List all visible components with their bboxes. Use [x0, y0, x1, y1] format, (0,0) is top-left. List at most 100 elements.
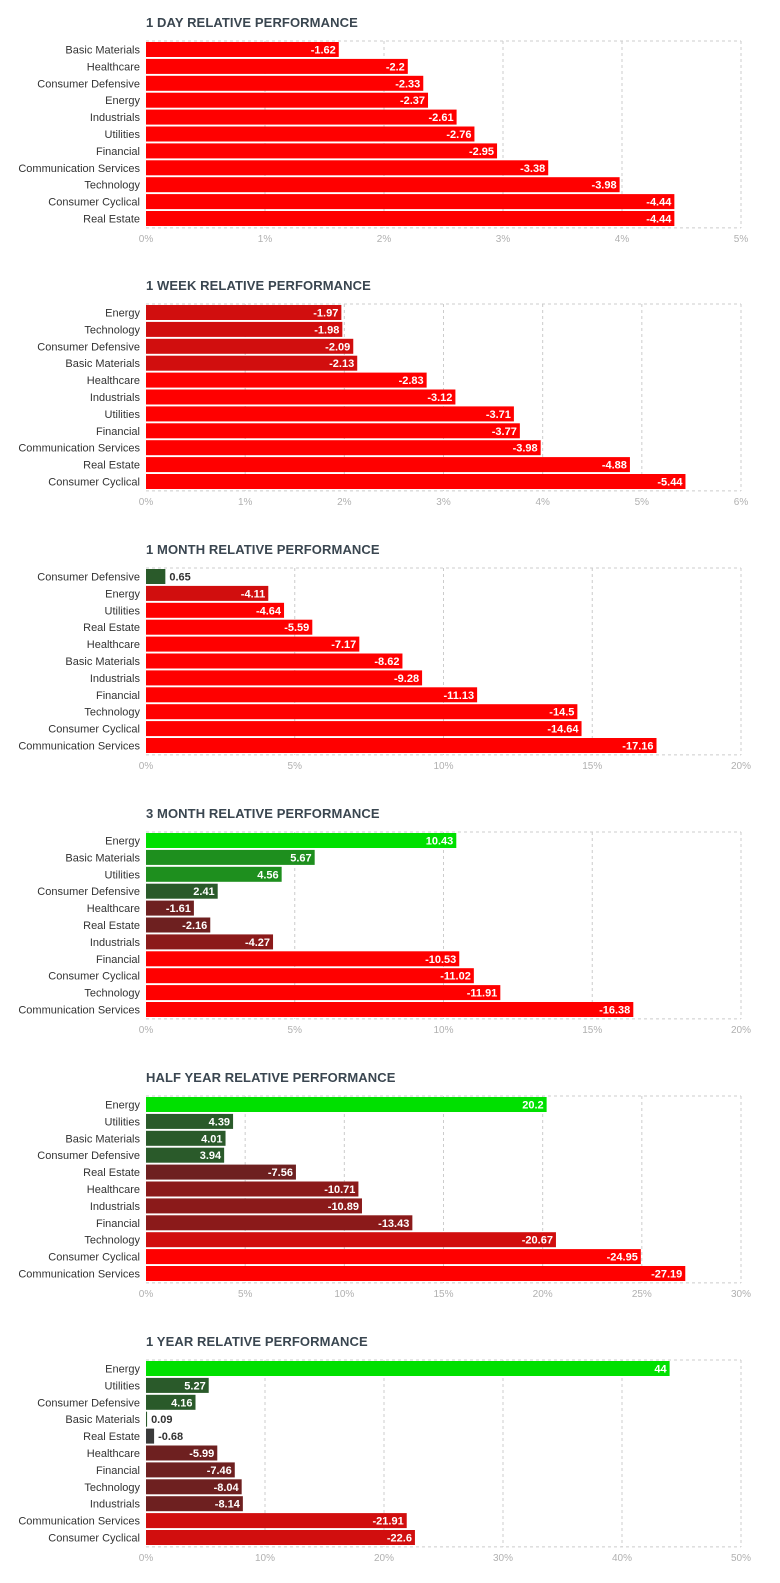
value-label: -3.38	[520, 163, 545, 175]
chart-title: 1 WEEK RELATIVE PERFORMANCE	[146, 278, 371, 293]
tick-label: 30%	[731, 1289, 751, 1300]
tick-label: 3%	[496, 234, 511, 245]
bar	[146, 143, 498, 159]
bar	[146, 1181, 359, 1197]
bar	[146, 1249, 641, 1265]
bar	[146, 849, 315, 865]
category-label: Industrials	[90, 112, 141, 124]
tick-label: 2%	[337, 497, 352, 508]
value-label: -7.56	[268, 1167, 293, 1179]
category-label: Communication Services	[18, 1516, 140, 1528]
tick-label: 0%	[139, 761, 154, 772]
value-label: 2.41	[193, 886, 214, 898]
category-label: Communication Services	[18, 163, 140, 175]
category-label: Communication Services	[18, 1005, 140, 1017]
bar	[146, 1462, 235, 1478]
bar	[146, 1266, 686, 1281]
category-label: Industrials	[90, 1201, 141, 1213]
category-label: Real Estate	[83, 214, 140, 226]
value-label: 0.09	[151, 1414, 172, 1426]
category-label: Communication Services	[18, 1269, 140, 1281]
category-label: Consumer Cyclical	[48, 1252, 140, 1264]
bar	[146, 687, 478, 703]
bar	[146, 1513, 407, 1529]
bar	[146, 1002, 634, 1017]
bar-chart-1week: 0% 1% 2% 3% 4% 5% 6% Energy -1.97 Technology -1.98…	[18, 303, 748, 508]
value-label: -10.71	[324, 1184, 355, 1196]
bar	[146, 321, 343, 337]
value-label: -16.38	[599, 1005, 630, 1017]
value-label: -2.95	[469, 146, 494, 158]
bar	[146, 704, 578, 720]
category-label: Utilities	[105, 605, 141, 617]
tick-label: 5%	[288, 761, 303, 772]
value-label: -14.5	[549, 707, 574, 719]
category-label: Industrials	[90, 392, 141, 404]
value-label: -3.98	[513, 443, 538, 455]
value-label: -3.71	[486, 409, 511, 421]
value-label: -21.91	[373, 1516, 404, 1528]
bar	[146, 355, 358, 371]
tick-label: 25%	[632, 1289, 652, 1300]
bar	[146, 917, 211, 933]
category-label: Energy	[105, 1100, 140, 1112]
chart-panel-1month: 1 MONTH RELATIVE PERFORMANCE 0% 5% 10% 15% 2…	[0, 527, 780, 790]
bar-chart-1year: 0% 10% 20% 30% 40% 50% Energy 44 Utilities 5.27 Co…	[18, 1359, 751, 1564]
value-label: 4.39	[209, 1116, 230, 1128]
bar	[146, 585, 269, 601]
tick-label: 0%	[139, 1553, 154, 1564]
bar	[146, 1377, 209, 1393]
chart-title: HALF YEAR RELATIVE PERFORMANCE	[146, 1070, 396, 1085]
category-label: Financial	[96, 146, 140, 158]
tick-label: 0%	[139, 234, 154, 245]
category-label: Healthcare	[87, 375, 140, 387]
bar	[146, 1130, 226, 1146]
bar	[146, 1428, 155, 1444]
category-label: Utilities	[105, 409, 141, 421]
bar	[146, 968, 474, 984]
tick-label: 0%	[139, 1289, 154, 1300]
tick-label: 1%	[258, 234, 273, 245]
bar	[146, 934, 274, 950]
value-label: -2.2	[386, 61, 405, 73]
tick-label: 15%	[433, 1289, 453, 1300]
category-label: Technology	[84, 988, 140, 1000]
chart-panel-1day: 1 DAY RELATIVE PERFORMANCE 0% 1% 2% 3% 4% 5% B…	[0, 0, 780, 263]
category-label: Communication Services	[18, 443, 140, 455]
bar	[146, 866, 282, 882]
value-label: -7.46	[207, 1465, 232, 1477]
value-label: 4.01	[201, 1133, 222, 1145]
value-label: 4.56	[257, 869, 278, 881]
value-label: 4.16	[171, 1397, 192, 1409]
category-label: Healthcare	[87, 61, 140, 73]
bar-chart-half-year: 0% 5% 10% 15% 20% 25% 30% Energy 20.2 Utilities 4.…	[18, 1095, 751, 1300]
tick-label: 5%	[238, 1289, 253, 1300]
value-label: -14.64	[547, 724, 579, 736]
category-label: Healthcare	[87, 639, 140, 651]
bar	[146, 305, 342, 320]
tick-label: 20%	[533, 1289, 553, 1300]
tick-label: 20%	[731, 761, 751, 772]
tick-label: 1%	[238, 497, 253, 508]
bar	[146, 738, 657, 753]
bar-chart-1day: 0% 1% 2% 3% 4% 5% Basic Materials -1.62 Healthca…	[18, 40, 748, 245]
bar	[146, 1394, 196, 1410]
value-label: -10.89	[328, 1201, 359, 1213]
value-label: -2.83	[399, 375, 424, 387]
tick-label: 50%	[731, 1553, 751, 1564]
bar	[146, 883, 218, 899]
bar	[146, 1232, 556, 1248]
bar	[146, 92, 429, 108]
value-label: -8.04	[214, 1482, 240, 1494]
bar	[146, 602, 285, 618]
category-label: Consumer Cyclical	[48, 477, 140, 489]
bar	[146, 126, 475, 142]
tick-label: 20%	[731, 1025, 751, 1036]
bar	[146, 389, 456, 405]
tick-label: 10%	[433, 761, 453, 772]
category-label: Industrials	[90, 673, 141, 685]
tick-label: 0%	[139, 497, 154, 508]
category-label: Consumer Defensive	[37, 78, 140, 90]
category-label: Consumer Cyclical	[48, 724, 140, 736]
value-label: 44	[654, 1364, 667, 1376]
